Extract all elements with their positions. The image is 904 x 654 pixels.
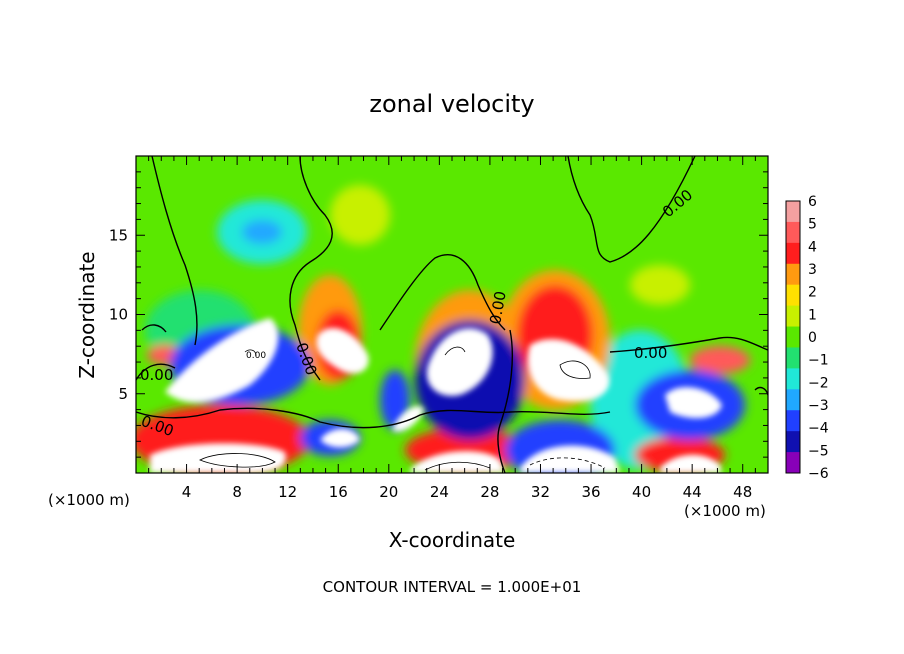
x-axis-label: X-coordinate xyxy=(389,528,516,552)
y-axis-label: Z-coordinate xyxy=(75,251,99,378)
colorbar-tick-label: 3 xyxy=(808,262,817,278)
colorbar-tick-label: 4 xyxy=(808,239,817,255)
y-tick-label: 15 xyxy=(109,226,128,244)
contour-label: 0.00 xyxy=(634,344,667,362)
colorbar-swatch xyxy=(786,431,800,453)
colorbar-tick-label: −4 xyxy=(808,421,829,437)
velocity-field: 0.00 0.00 0.00 0.00 0.00 0.00 0.00 xyxy=(136,156,768,473)
x-unit-left: (×1000 m) xyxy=(48,491,130,509)
colorbar-tick-label: −2 xyxy=(808,375,829,391)
colorbar-swatch xyxy=(786,263,800,286)
colorbar-swatch xyxy=(786,201,800,223)
colorbar-swatch xyxy=(786,410,800,432)
colorbar-swatch xyxy=(786,452,800,474)
x-tick-label: 8 xyxy=(232,483,242,501)
colorbar-tick-label: −6 xyxy=(808,466,829,482)
colorbar-swatch xyxy=(786,347,800,369)
x-tick-label: 28 xyxy=(480,483,499,501)
colorbar-swatch xyxy=(786,389,800,411)
x-tick-label: 44 xyxy=(683,483,702,501)
x-tick-label: 16 xyxy=(329,483,348,501)
x-tick-label: 48 xyxy=(733,483,752,501)
colorbar-swatch xyxy=(786,326,800,348)
colorbar-swatch xyxy=(786,284,800,307)
colorbar-swatch xyxy=(786,305,800,328)
y-tick-label: 5 xyxy=(118,385,128,403)
contour-label: 0.00 xyxy=(486,290,510,326)
contour-label: 0.00 xyxy=(140,366,173,384)
x-tick-label: 40 xyxy=(632,483,651,501)
y-tick-label: 10 xyxy=(109,306,128,324)
colorbar: 6 5 4 3 2 1 0 −1 −2 −3 −4 −5 −6 xyxy=(785,194,829,482)
colorbar-tick-label: 0 xyxy=(808,330,817,346)
colorbar-swatch xyxy=(786,368,800,390)
colorbar-tick-label: 1 xyxy=(808,307,817,323)
y-axis: 5 10 15 xyxy=(109,171,768,458)
contour-label: 0.00 xyxy=(246,351,266,361)
x-axis: 4 8 12 16 20 24 28 32 36 40 44 48 xyxy=(148,156,756,501)
x-tick-label: 32 xyxy=(531,483,550,501)
colorbar-tick-label: −1 xyxy=(808,353,829,369)
colorbar-tick-label: −3 xyxy=(808,398,829,414)
chart-title: zonal velocity xyxy=(369,90,534,118)
colorbar-frame xyxy=(785,200,801,474)
colorbar-tick-label: 6 xyxy=(808,194,817,210)
colorbar-swatch xyxy=(786,242,800,265)
x-tick-label: 12 xyxy=(278,483,297,501)
x-unit-right: (×1000 m) xyxy=(684,502,766,520)
colorbar-tick-label: −5 xyxy=(808,443,829,459)
x-tick-label: 4 xyxy=(182,483,192,501)
colorbar-swatch xyxy=(786,221,800,244)
colorbar-tick-label: 5 xyxy=(808,217,817,233)
x-tick-label: 24 xyxy=(430,483,449,501)
x-tick-label: 36 xyxy=(581,483,600,501)
x-tick-label: 20 xyxy=(379,483,398,501)
colorbar-tick-label: 2 xyxy=(808,285,817,301)
contour-interval-note: CONTOUR INTERVAL = 1.000E+01 xyxy=(323,578,582,596)
